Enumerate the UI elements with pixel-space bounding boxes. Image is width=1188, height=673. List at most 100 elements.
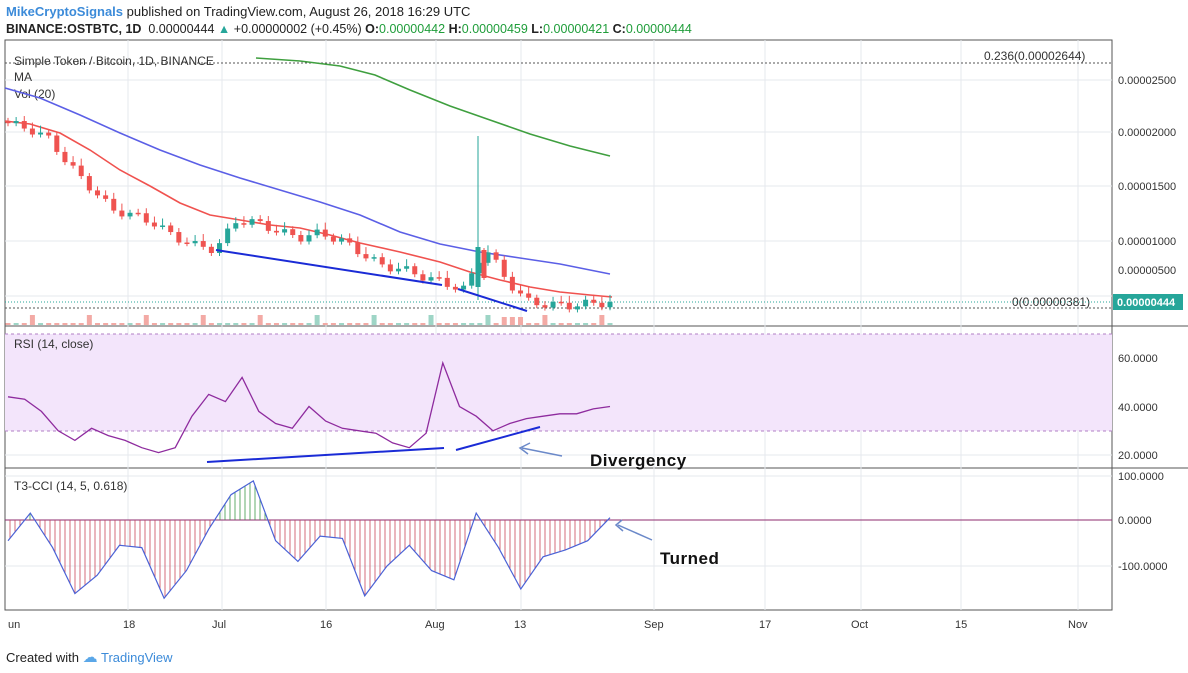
fib-0236-label: 0.236(0.00002644) xyxy=(984,49,1085,63)
author-name[interactable]: MikeCryptoSignals xyxy=(6,4,124,19)
volume-bar xyxy=(444,323,450,325)
volume-bar xyxy=(306,323,312,325)
xaxis-label-15: 15 xyxy=(955,619,967,631)
volume-bar xyxy=(233,323,239,325)
vol-label: Vol (20) xyxy=(14,87,55,101)
candle-body xyxy=(355,242,361,255)
volume-bar xyxy=(29,315,35,325)
ma-fast-line[interactable] xyxy=(4,120,613,298)
volume-bar xyxy=(5,323,11,325)
xaxis-label-sep: Sep xyxy=(644,619,664,631)
low-label: L: xyxy=(531,22,544,36)
candle-body xyxy=(290,229,296,236)
volume-bar xyxy=(38,323,44,325)
rsi-tick-40: 40.0000 xyxy=(1118,402,1158,414)
volume-bar xyxy=(314,315,320,325)
created-with-text: Created with xyxy=(6,650,79,665)
volume-bar xyxy=(436,323,442,325)
candle-body xyxy=(550,301,556,308)
rsi-band xyxy=(5,334,1112,431)
candle-body xyxy=(119,210,125,217)
candle-body xyxy=(306,235,312,242)
volume-bar xyxy=(208,323,214,325)
candle-body xyxy=(135,212,141,215)
candle-body xyxy=(412,266,418,275)
candle-body xyxy=(54,135,60,152)
volume-bar xyxy=(322,323,328,325)
candle-body xyxy=(371,257,377,259)
rsi-trendline-2[interactable] xyxy=(455,426,541,451)
candle-body xyxy=(526,293,532,298)
volume-bar xyxy=(599,315,605,325)
volume-bar xyxy=(583,323,589,325)
candle-body xyxy=(282,229,288,233)
xaxis-label-oct: Oct xyxy=(851,619,868,631)
tradingview-link[interactable]: TradingView xyxy=(101,650,173,665)
ma-mid-line[interactable] xyxy=(4,87,611,275)
cci-line[interactable] xyxy=(7,480,611,600)
candle-body xyxy=(62,151,68,163)
volume-bar xyxy=(461,323,467,325)
candle-body xyxy=(566,302,572,310)
volume-bar xyxy=(135,323,141,325)
candle-body xyxy=(86,176,92,191)
candle-body xyxy=(493,252,499,260)
volume-bar xyxy=(217,323,223,325)
cci-tick-100: 100.0000 xyxy=(1118,471,1164,483)
volume-bar xyxy=(200,315,206,325)
candle-body xyxy=(599,302,605,308)
volume-bar xyxy=(70,323,76,325)
candle-body xyxy=(428,277,434,281)
volume-bars xyxy=(5,315,613,325)
candle-body xyxy=(485,252,491,263)
candle-body xyxy=(38,132,44,135)
xaxis-label-13: 13 xyxy=(514,619,526,631)
cci-title: T3-CCI (14, 5, 0.618) xyxy=(14,479,127,493)
rsi-tick-20: 20.0000 xyxy=(1118,450,1158,462)
volume-bar xyxy=(379,323,385,325)
symbol-header: BINANCE:OSTBTC, 1D 0.00000444 ▲ +0.00000… xyxy=(6,22,692,36)
candle-body xyxy=(404,266,410,269)
volume-bar xyxy=(412,323,418,325)
volume-bar xyxy=(542,315,548,325)
candle-body xyxy=(46,132,52,136)
candle-body xyxy=(192,241,198,244)
candle-body xyxy=(444,277,450,287)
candle-body xyxy=(168,225,174,233)
volume-bar xyxy=(330,323,336,325)
last-price: 0.00000444 xyxy=(148,22,215,36)
volume-bar xyxy=(395,323,401,325)
candle-body xyxy=(395,268,401,272)
candle-body xyxy=(436,277,442,279)
volume-bar xyxy=(176,323,182,325)
volume-bar xyxy=(184,323,190,325)
tradingview-logo-icon[interactable]: ☁ xyxy=(82,649,98,666)
price-trendline-1[interactable] xyxy=(215,249,443,286)
candle-body xyxy=(13,121,19,124)
candle-body xyxy=(314,229,320,236)
price-trendline-2[interactable] xyxy=(457,288,528,312)
volume-bar xyxy=(420,323,426,325)
publish-header: MikeCryptoSignals published on TradingVi… xyxy=(6,4,470,19)
up-arrow-icon: ▲ xyxy=(217,22,231,36)
rsi-line[interactable] xyxy=(7,360,611,454)
volume-bar xyxy=(111,323,117,325)
candle-body xyxy=(151,222,157,227)
volume-bar xyxy=(607,323,613,325)
candle-body xyxy=(542,305,548,308)
volume-bar xyxy=(518,317,524,325)
spike-candle-body xyxy=(475,247,481,287)
fib-0-label: 0(0.00000381) xyxy=(1012,295,1090,309)
candle-body xyxy=(208,246,214,253)
candle-body xyxy=(143,213,149,223)
candle-body xyxy=(574,306,580,310)
open-value: 0.00000442 xyxy=(379,22,446,36)
ma-slow-line[interactable] xyxy=(255,57,611,157)
candle-body xyxy=(363,254,369,259)
ma-label: MA xyxy=(14,70,32,84)
candle-body xyxy=(387,264,393,272)
volume-bar xyxy=(46,323,52,325)
volume-bar xyxy=(192,323,198,325)
rsi-trendline-1[interactable] xyxy=(206,447,445,463)
